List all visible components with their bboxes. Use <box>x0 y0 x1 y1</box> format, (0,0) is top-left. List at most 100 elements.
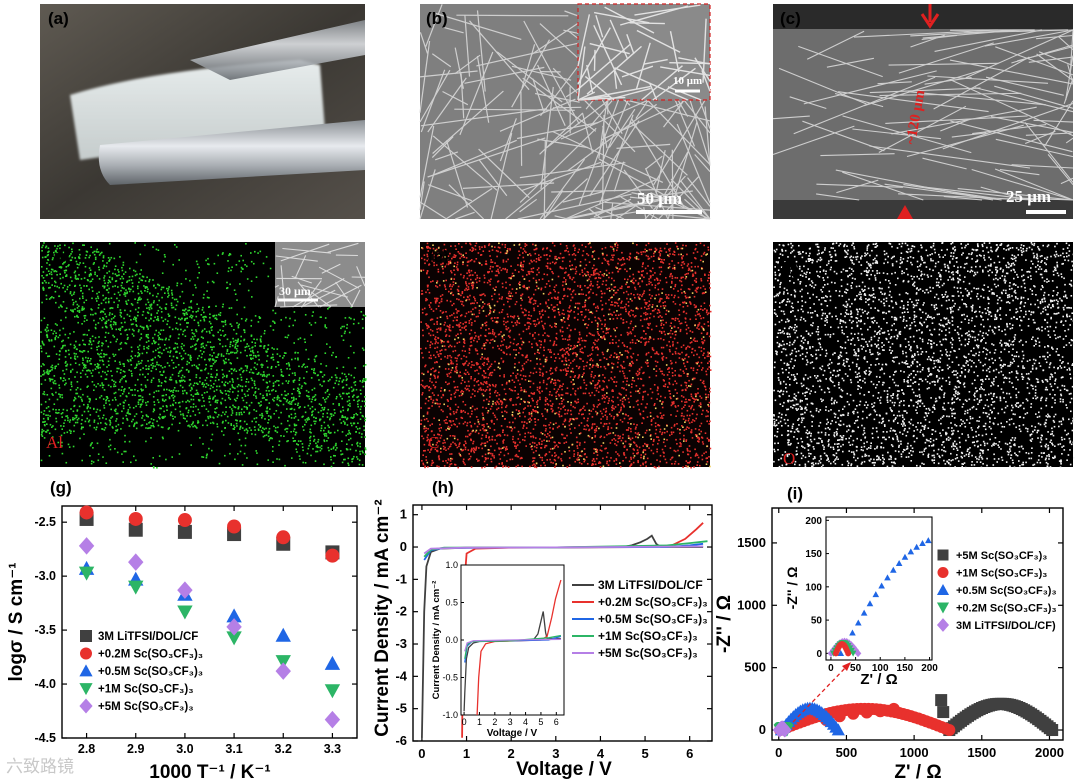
eds-dot <box>72 410 75 413</box>
eds-dot <box>103 389 106 391</box>
eds-dot <box>101 251 103 254</box>
panel-label: (b) <box>426 9 448 28</box>
eds-dot <box>201 343 203 345</box>
eds-dot <box>71 250 73 253</box>
eds-dot <box>197 422 199 424</box>
eds-dot <box>236 350 239 352</box>
eds-dot <box>230 408 233 410</box>
eds-dot <box>92 340 95 342</box>
eds-dot <box>134 318 137 321</box>
eds-dot <box>153 409 156 411</box>
eds-dot <box>81 426 83 428</box>
eds-dot <box>218 313 220 316</box>
eds-dot <box>631 300 633 302</box>
eds-dot <box>574 328 576 331</box>
eds-dot <box>160 365 162 367</box>
eds-dot <box>346 443 348 445</box>
eds-dot <box>150 307 153 310</box>
eds-dot <box>243 338 246 341</box>
eds-dot <box>522 265 524 268</box>
eds-dot <box>98 417 101 420</box>
eds-dot <box>450 453 453 455</box>
eds-dot <box>55 411 57 414</box>
eds-dot <box>205 344 208 347</box>
eds-dot <box>77 316 79 318</box>
eds-dot <box>58 387 61 389</box>
eds-dot <box>79 253 81 256</box>
eds-dot <box>76 314 78 317</box>
eds-dot <box>168 294 170 297</box>
eds-dot <box>585 456 588 458</box>
eds-dot <box>244 444 247 447</box>
eds-dot <box>320 371 323 373</box>
eds-dot <box>685 312 688 315</box>
eds-dot <box>630 386 633 388</box>
eds-dot <box>99 409 101 412</box>
eds-dot <box>272 353 274 356</box>
fiber <box>702 18 707 83</box>
eds-dot <box>256 463 259 466</box>
eds-dot <box>643 292 645 294</box>
eds-dot <box>124 388 126 390</box>
eds-dot <box>224 384 226 387</box>
eds-dot <box>261 412 263 415</box>
eds-dot <box>611 389 614 391</box>
eds-dot <box>670 329 672 332</box>
eds-dot <box>61 445 63 447</box>
eds-dot <box>150 304 153 306</box>
eds-dot <box>213 262 216 265</box>
eds-dot <box>677 449 679 452</box>
eds-dot <box>282 357 284 359</box>
eds-dot <box>272 398 274 401</box>
eds-dot <box>570 404 572 406</box>
eds-dot <box>437 394 439 397</box>
eds-dot <box>158 378 160 381</box>
eds-dot <box>172 355 175 358</box>
eds-dot <box>103 308 106 310</box>
eds-dot <box>126 359 129 361</box>
eds-dot <box>555 464 557 466</box>
eds-dot <box>597 348 599 351</box>
eds-dot <box>457 333 459 335</box>
eds-dot <box>297 444 299 446</box>
eds-dot <box>531 411 533 413</box>
eds-dot <box>178 422 181 424</box>
eds-dot <box>277 380 280 382</box>
eds-dot <box>247 289 250 292</box>
eds-dot <box>696 327 698 329</box>
eds-dot <box>345 379 348 382</box>
eds-dot <box>580 311 582 313</box>
scale-label: 50 μm <box>637 189 682 208</box>
eds-dot <box>488 244 490 247</box>
eds-dot <box>142 310 145 313</box>
eds-dot <box>522 330 525 333</box>
eds-dot <box>51 378 54 381</box>
eds-dot <box>171 373 174 376</box>
eds-dot <box>554 309 556 312</box>
fiber <box>927 75 1049 84</box>
eds-dot <box>568 450 571 452</box>
eds-dot <box>230 269 232 272</box>
eds-dot <box>446 373 448 376</box>
eds-dot <box>560 459 563 462</box>
eds-dot <box>361 318 364 320</box>
eds-dot <box>558 410 561 413</box>
eds-dot <box>359 411 362 414</box>
eds-dot <box>154 342 156 345</box>
eds-dot <box>688 379 690 382</box>
eds-dot <box>83 410 86 413</box>
eds-dot <box>78 405 81 408</box>
eds-dot <box>268 430 270 433</box>
fiber <box>511 65 572 81</box>
eds-dot <box>254 342 257 344</box>
eds-dot <box>655 351 658 353</box>
eds-dot <box>319 370 322 373</box>
eds-dot <box>68 246 70 249</box>
eds-dot <box>50 339 53 341</box>
fiber <box>522 77 597 132</box>
eds-dot <box>611 362 613 365</box>
eds-dot <box>319 419 321 422</box>
eds-dot <box>355 426 358 428</box>
eds-dot <box>228 267 230 269</box>
eds-dot <box>156 420 158 423</box>
